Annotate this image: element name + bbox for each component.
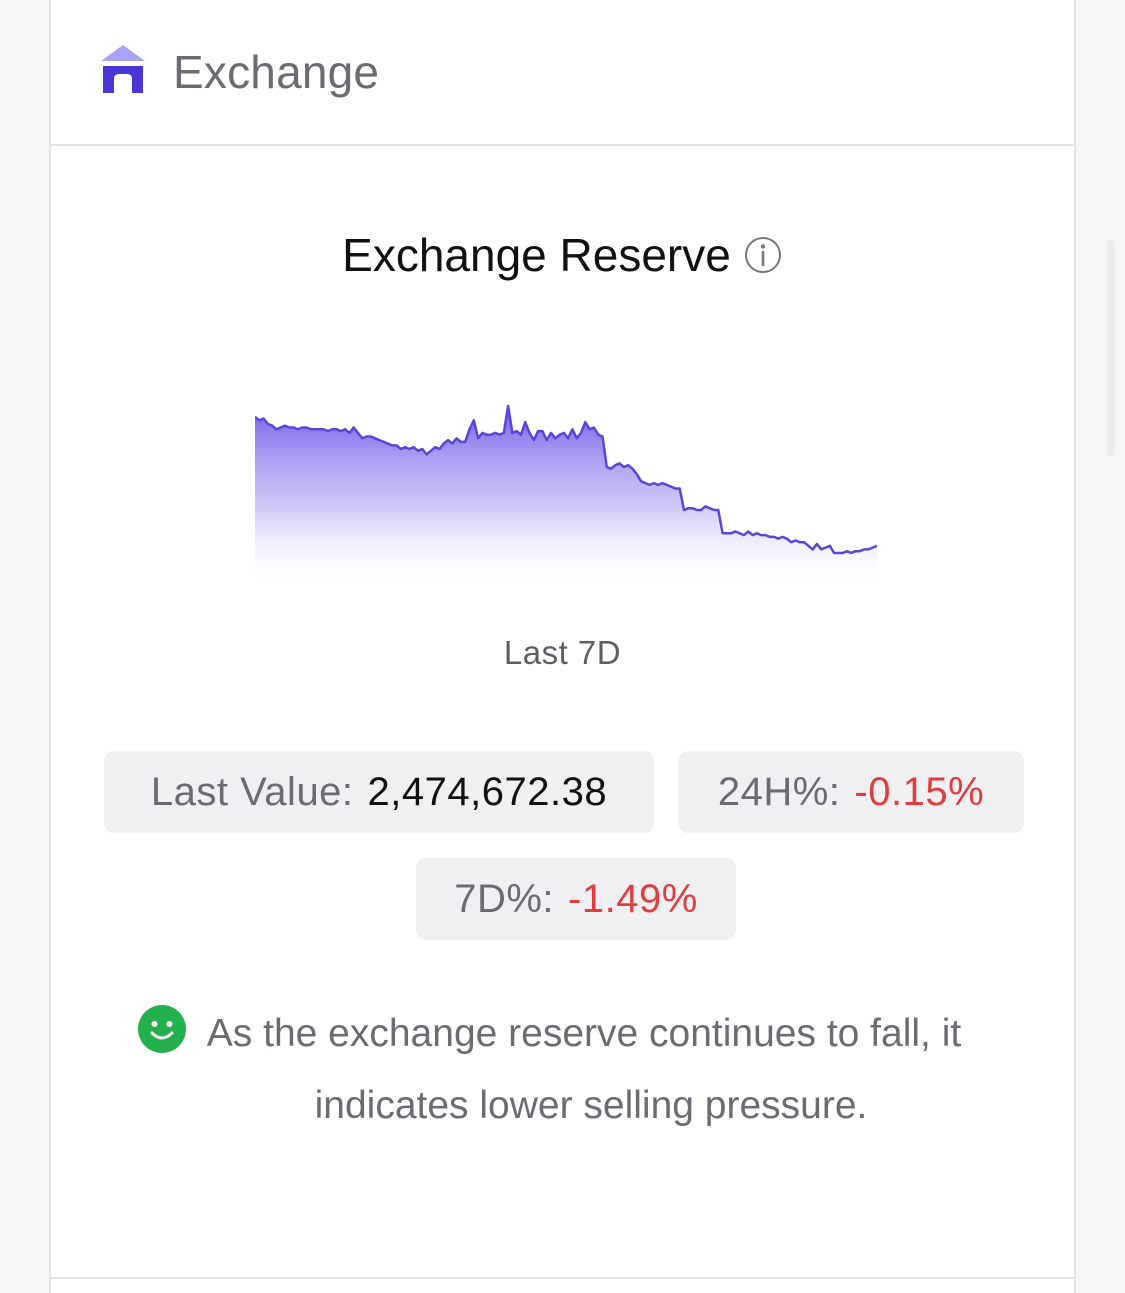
change-7d-value: -1.49% xyxy=(568,876,698,921)
insight-text: As the exchange reserve continues to fal… xyxy=(206,1012,962,1127)
card-header: Exchange xyxy=(51,0,1074,146)
last-value: 2,474,672.38 xyxy=(367,769,608,814)
chart-area xyxy=(255,406,877,590)
widget-title-text: Exchange Reserve xyxy=(342,229,731,281)
reserve-chart xyxy=(255,398,877,590)
info-icon[interactable] xyxy=(743,235,783,275)
period-label: Last 7D xyxy=(503,634,622,671)
change-24h-label: 24H%: xyxy=(717,769,841,814)
page-scrollbar[interactable] xyxy=(1107,240,1115,456)
last-value-stat: Last Value: 2,474,672.38 xyxy=(104,751,654,833)
bottom-divider xyxy=(51,1277,1074,1279)
change-24h-stat: 24H%: -0.15% xyxy=(678,751,1024,833)
reserve-chart-svg xyxy=(255,404,877,590)
change-7d-stat: 7D%: -1.49% xyxy=(416,858,736,940)
insight-note: As the exchange reserve continues to fal… xyxy=(137,998,1031,1142)
house-icon xyxy=(101,45,145,93)
chart-series-line xyxy=(255,404,877,555)
change-24h-value: -0.15% xyxy=(854,769,985,814)
change-7d-label: 7D%: xyxy=(454,876,555,921)
exchange-card: Exchange Exchange Reserve Last 7D Last V… xyxy=(49,0,1076,1293)
widget-title: Exchange Reserve xyxy=(51,228,1074,282)
last-value-label: Last Value: xyxy=(150,769,354,814)
smile-icon xyxy=(137,1005,186,1053)
header-title: Exchange xyxy=(173,46,380,98)
